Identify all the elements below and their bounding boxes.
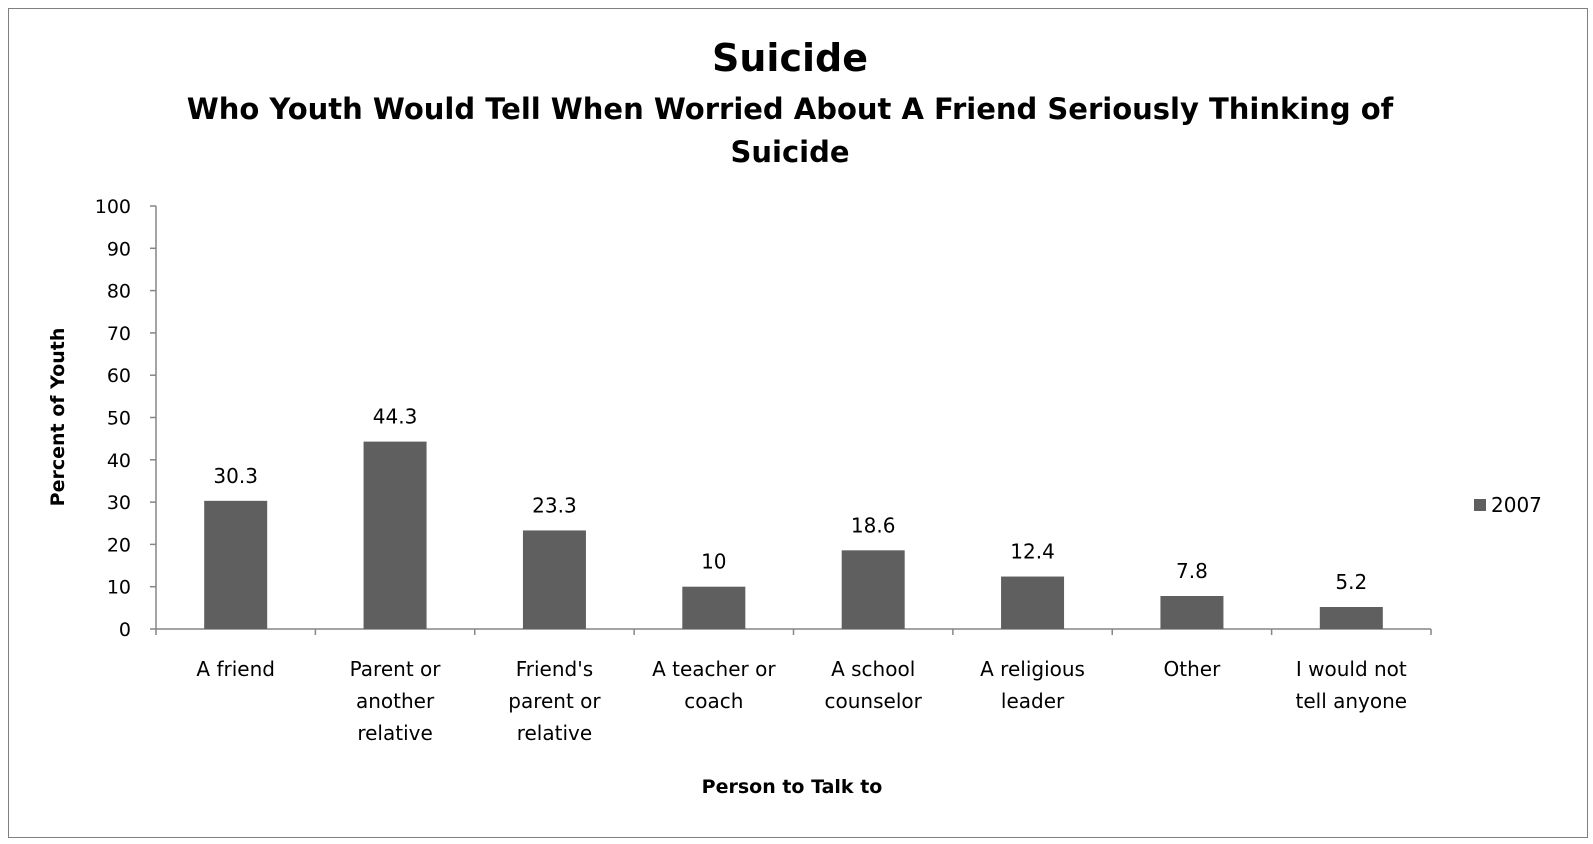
category-label: leader	[1001, 689, 1065, 713]
data-label: 5.2	[1335, 570, 1367, 594]
category-label: A religious	[980, 657, 1085, 681]
category-label: counselor	[825, 689, 923, 713]
x-axis	[155, 628, 1432, 635]
y-axis-title: Percent of Youth	[47, 328, 69, 507]
bar	[204, 500, 268, 629]
y-tick-label: 0	[119, 619, 131, 641]
category-label: Other	[1164, 657, 1222, 681]
data-label: 7.8	[1176, 559, 1208, 583]
y-tick-label: 90	[107, 238, 131, 260]
bar	[1160, 596, 1224, 629]
bar	[1001, 576, 1065, 629]
category-label: Parent or	[350, 657, 442, 681]
y-tick-label: 10	[107, 577, 131, 599]
chart-subtitle-line-1: Who Youth Would Tell When Worried About …	[187, 92, 1394, 126]
bar	[522, 530, 586, 629]
category-label: parent or	[508, 689, 601, 713]
category-label: tell anyone	[1296, 689, 1408, 713]
data-label: 30.3	[213, 464, 258, 488]
category-label: I would not	[1296, 657, 1407, 681]
category-labels: A friend Parent or another relative Friend's…	[196, 657, 1407, 745]
bar	[841, 550, 905, 629]
x-axis-title: Person to Talk to	[702, 776, 883, 798]
bars	[204, 441, 1383, 629]
bar	[682, 586, 746, 629]
bar	[1319, 607, 1383, 629]
category-label: another	[356, 689, 435, 713]
y-tick-label: 60	[107, 365, 131, 387]
data-label: 12.4	[1010, 540, 1055, 564]
y-axis: 0 10 20 30 40 50 60 70 80 90 100	[95, 196, 157, 641]
y-tick-label: 70	[107, 323, 131, 345]
data-labels: 30.3 44.3 23.3 10 18.6 12.4 7.8 5.2	[213, 405, 1367, 594]
data-label: 23.3	[532, 493, 577, 517]
y-tick-label: 100	[95, 196, 131, 218]
y-tick-label: 80	[107, 281, 131, 303]
category-label: coach	[684, 689, 743, 713]
bar	[363, 441, 427, 629]
chart-title: Suicide	[712, 36, 868, 80]
legend: 2007	[1474, 493, 1542, 517]
y-tick-label: 20	[107, 534, 131, 556]
category-label: Friend's	[516, 657, 593, 681]
data-label: 44.3	[373, 405, 418, 429]
category-label: A teacher or	[652, 657, 776, 681]
y-tick-label: 30	[107, 492, 131, 514]
y-tick-label: 40	[107, 450, 131, 472]
bar-chart: Suicide Who Youth Would Tell When Worrie…	[47, 36, 1542, 798]
chart-subtitle-line-2: Suicide	[730, 135, 849, 169]
category-label: relative	[517, 721, 592, 745]
legend-label: 2007	[1491, 493, 1542, 517]
y-tick-label: 50	[107, 408, 131, 430]
chart-frame: Suicide Who Youth Would Tell When Worrie…	[8, 8, 1588, 838]
category-label: relative	[357, 721, 432, 745]
category-label: A friend	[196, 657, 275, 681]
legend-swatch	[1474, 499, 1486, 511]
data-label: 18.6	[851, 513, 896, 537]
data-label: 10	[701, 550, 726, 574]
category-label: A school	[831, 657, 915, 681]
